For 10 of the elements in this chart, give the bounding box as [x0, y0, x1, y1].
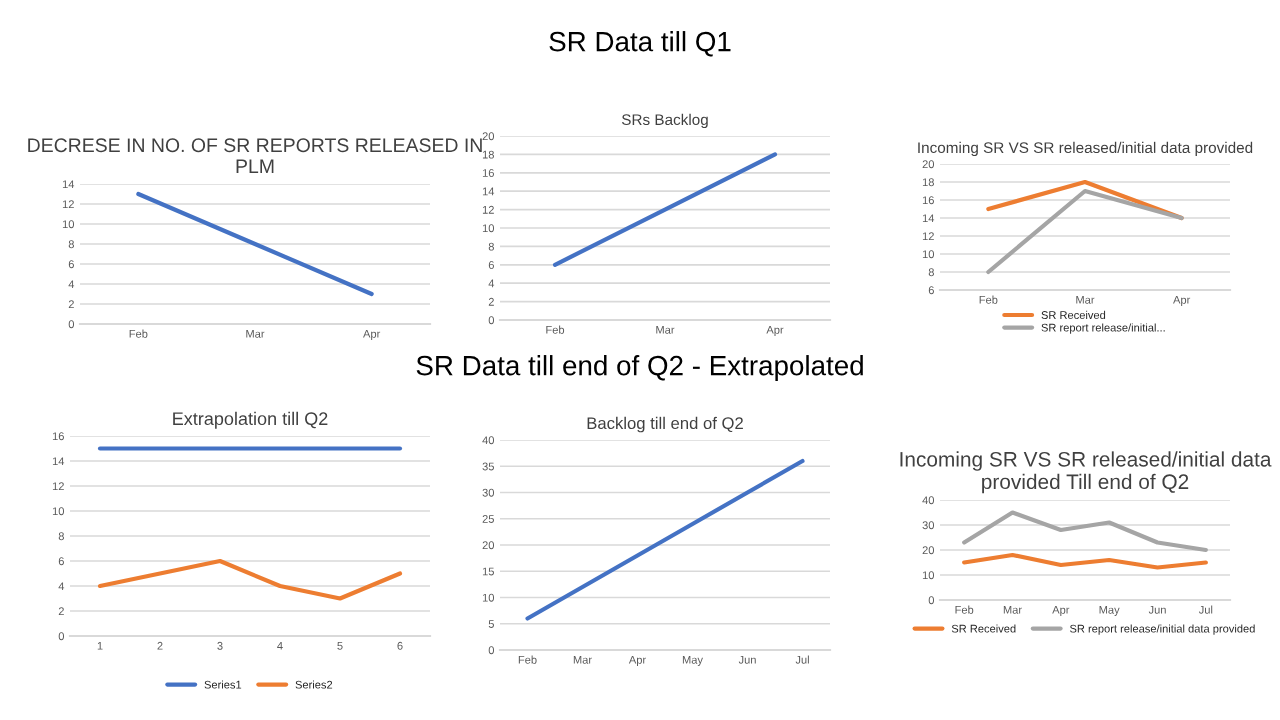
text: SR Data till Q1 [549, 31, 731, 57]
chart-title: Extrapolation till Q2 [173, 411, 328, 429]
line-series [97, 558, 403, 601]
line-series [525, 458, 805, 621]
chart-title: DECRESE IN NO. OF SR REPORTS RELEASED IN PLM [28, 138, 482, 173]
line-series [962, 510, 1208, 553]
text: SR Data till end of Q2 - Extrapolated [416, 355, 863, 381]
chart-title: Backlog till end of Q2 [587, 416, 743, 433]
chart-title: Incoming SR VS SR released/initial data provided Till end of Q2 [900, 451, 1272, 494]
line-series [962, 552, 1208, 570]
